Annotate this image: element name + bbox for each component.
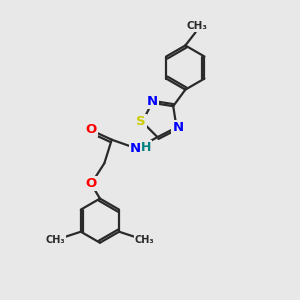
Text: H: H bbox=[141, 141, 152, 154]
Text: O: O bbox=[85, 177, 97, 190]
Text: N: N bbox=[130, 142, 141, 155]
Text: O: O bbox=[85, 123, 97, 136]
Text: CH₃: CH₃ bbox=[187, 21, 208, 31]
Text: S: S bbox=[136, 116, 146, 128]
Text: CH₃: CH₃ bbox=[135, 235, 154, 245]
Text: N: N bbox=[146, 95, 158, 108]
Text: N: N bbox=[172, 121, 184, 134]
Text: CH₃: CH₃ bbox=[45, 235, 65, 245]
